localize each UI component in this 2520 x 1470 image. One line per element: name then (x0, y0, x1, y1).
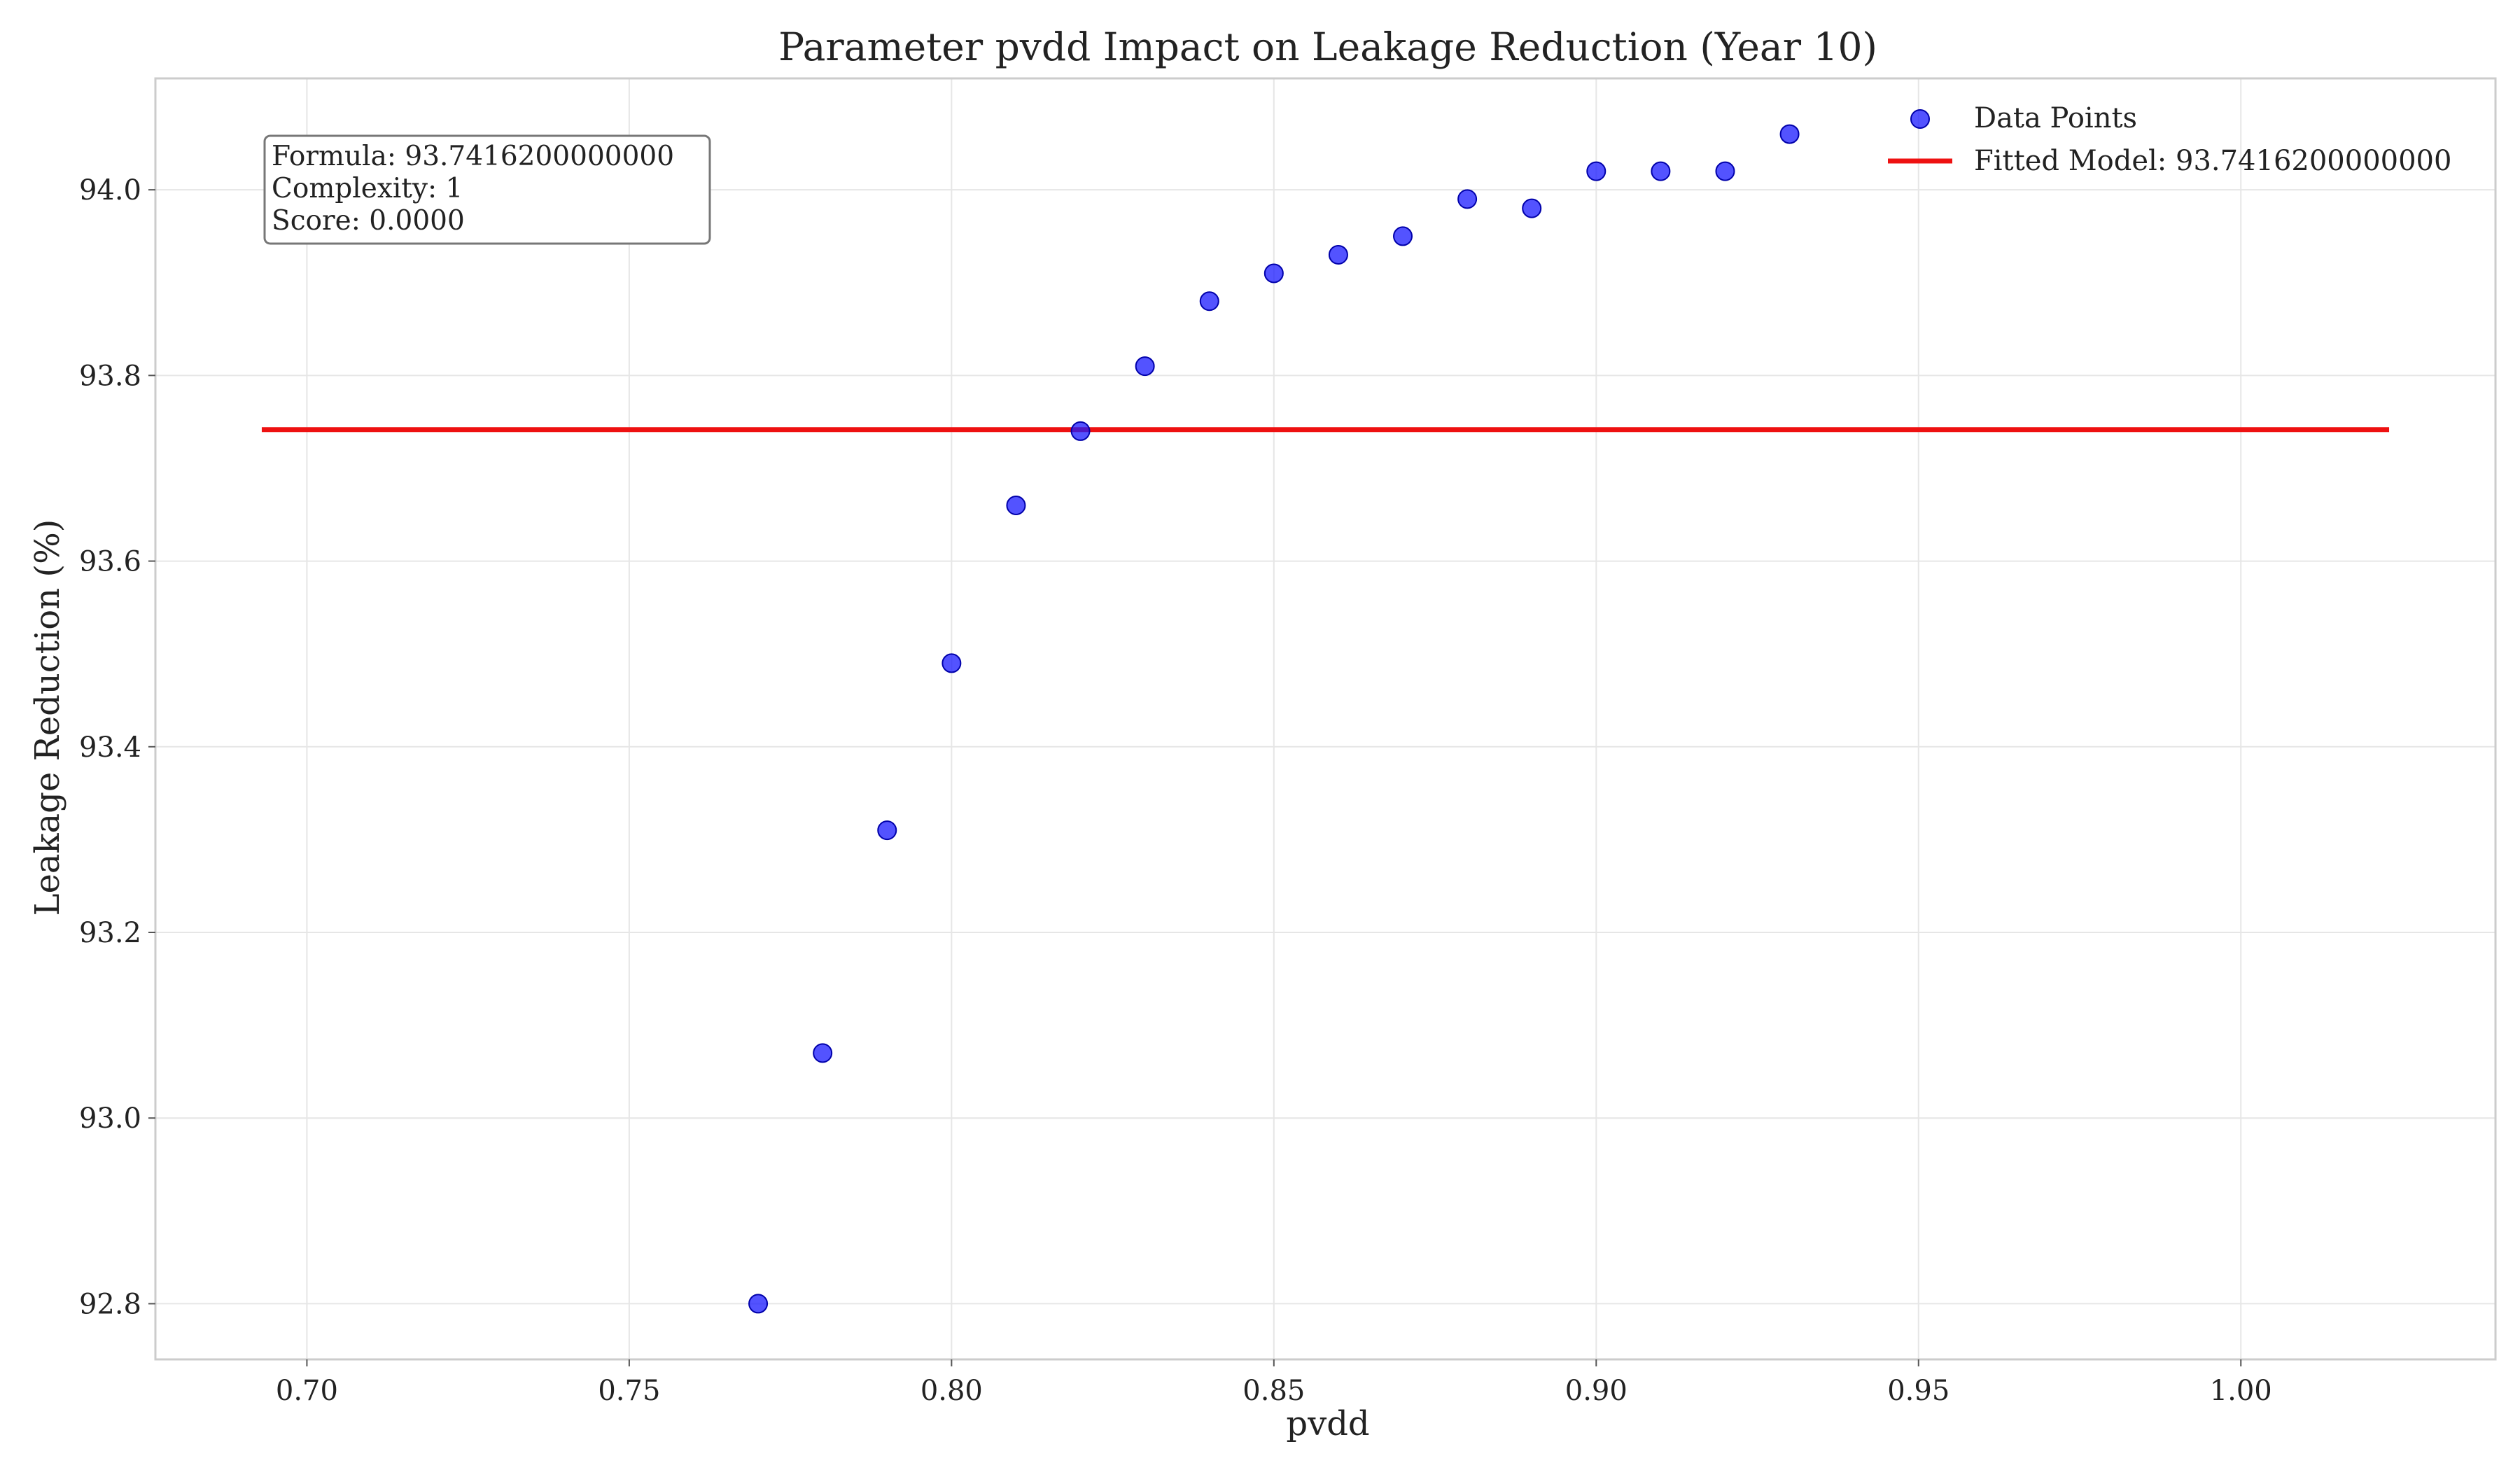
x-tick-label: 0.90 (1565, 1375, 1628, 1407)
data-points (748, 124, 1800, 1314)
x-axis-label: pvdd (1286, 1404, 1369, 1443)
y-tick-label: 93.2 (79, 917, 141, 949)
data-point (1070, 421, 1091, 441)
y-tick-label: 93.0 (79, 1102, 141, 1135)
x-tick-label: 1.00 (2210, 1375, 2272, 1407)
data-point (1586, 161, 1606, 181)
formula-annotation-box: Formula: 93.7416200000000 Complexity: 1 … (263, 134, 711, 245)
x-axis-ticks: 0.70 0.75 0.80 0.85 0.90 0.95 1.00 (276, 1359, 2272, 1407)
annotation-formula: Formula: 93.7416200000000 (272, 141, 674, 172)
data-point (1393, 226, 1413, 246)
data-point (1135, 356, 1155, 377)
legend-marker-data-points (1910, 109, 1930, 129)
data-point (748, 1294, 769, 1314)
legend-label-fitted-model: Fitted Model: 93.7416200000000 (1974, 145, 2451, 177)
y-tick-label: 93.6 (79, 546, 141, 578)
grid-lines (155, 78, 2496, 1359)
data-point (1264, 263, 1284, 284)
y-axis-label: Leakage Reduction (%) (28, 519, 67, 916)
data-point (1715, 161, 1735, 181)
chart-title: Parameter pvdd Impact on Leakage Reducti… (778, 24, 1877, 69)
data-point (1651, 161, 1671, 181)
legend-label-data-points: Data Points (1974, 102, 2137, 134)
data-point (1522, 198, 1542, 218)
annotation-score: Score: 0.0000 (272, 205, 465, 237)
x-tick-label: 0.95 (1887, 1375, 1949, 1407)
data-point (1779, 124, 1800, 144)
y-tick-label: 93.4 (79, 732, 141, 764)
x-tick-label: 0.70 (276, 1375, 338, 1407)
y-tick-label: 93.8 (79, 360, 141, 392)
data-point (1328, 244, 1348, 265)
plot-frame (154, 77, 2497, 1361)
annotation-frame (263, 134, 711, 245)
legend: Data Points Fitted Model: 93.74162000000… (1888, 102, 2451, 177)
data-point (941, 653, 962, 673)
x-tick-label: 0.75 (598, 1375, 660, 1407)
data-point (877, 820, 897, 841)
annotation-complexity: Complexity: 1 (272, 173, 463, 204)
data-point (1199, 291, 1219, 312)
y-axis-ticks: 92.8 93.0 93.2 93.4 93.6 93.8 94.0 (79, 174, 155, 1320)
x-tick-label: 0.85 (1242, 1375, 1305, 1407)
data-point (1006, 496, 1026, 515)
data-point (813, 1043, 833, 1063)
x-tick-label: 0.80 (920, 1375, 983, 1407)
y-tick-label: 94.0 (79, 174, 141, 206)
y-tick-label: 92.8 (79, 1288, 141, 1320)
data-point (1457, 189, 1478, 209)
